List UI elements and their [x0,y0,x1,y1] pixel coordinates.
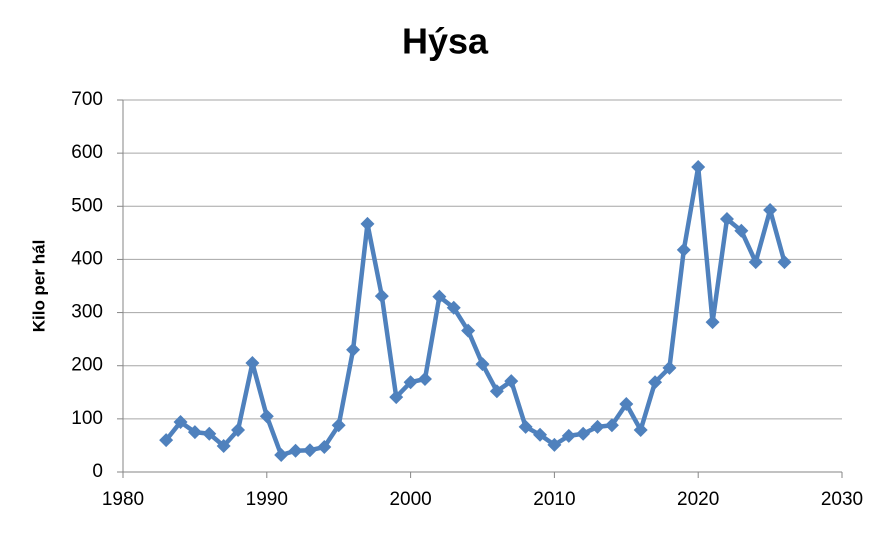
data-point [403,375,418,390]
data-point [432,289,447,304]
data-point [576,426,591,441]
y-axis-label: Kilo per hál [29,240,48,333]
data-point [374,289,389,304]
data-point [590,419,605,434]
data-point [259,409,274,424]
data-point [504,374,519,389]
data-point [475,357,490,372]
data-point [547,437,562,452]
x-tick-label: 2010 [533,489,575,510]
data-point [676,242,691,257]
data-point [317,440,332,455]
data-point [245,356,260,371]
data-point [346,342,361,357]
data-point [619,396,634,411]
data-point [604,418,619,433]
data-point [360,216,375,231]
data-point [691,159,706,174]
x-tick-label: 1980 [102,489,144,510]
data-point [159,433,174,448]
y-tick-label: 600 [71,142,103,163]
data-point [648,375,663,390]
y-tick-label: 200 [71,355,103,376]
data-point [202,426,217,441]
data-point [417,372,432,386]
y-tick-label: 300 [71,302,103,323]
data-point [763,203,778,218]
y-tick-label: 700 [71,89,103,110]
data-point [518,419,533,434]
data-point [446,300,461,315]
x-tick-label: 1990 [246,489,288,510]
data-point [734,223,749,238]
data-point [187,425,202,440]
data-point [302,443,317,458]
data-point [231,423,246,438]
data-point [216,438,231,453]
data-point [633,423,648,438]
data-point [274,447,289,462]
data-point [489,384,504,399]
data-point [561,428,576,443]
y-tick-label: 400 [71,248,103,269]
y-tick-label: 100 [71,408,103,429]
x-tick-label: 2020 [677,489,719,510]
data-point [533,427,548,442]
data-point [461,323,476,338]
data-point [748,255,763,270]
data-point [662,360,677,375]
data-point [719,212,734,227]
data-point [173,415,188,430]
data-point [331,418,346,433]
y-tick-label: 500 [71,195,103,216]
data-point [389,390,404,405]
chart-title: Hýsa [402,21,489,62]
y-tick-label: 0 [92,461,103,482]
data-point [705,315,720,330]
data-line [164,164,787,458]
x-tick-label: 2030 [821,489,863,510]
data-point [288,443,303,458]
x-tick-label: 2000 [389,489,431,510]
data-point [777,255,792,270]
